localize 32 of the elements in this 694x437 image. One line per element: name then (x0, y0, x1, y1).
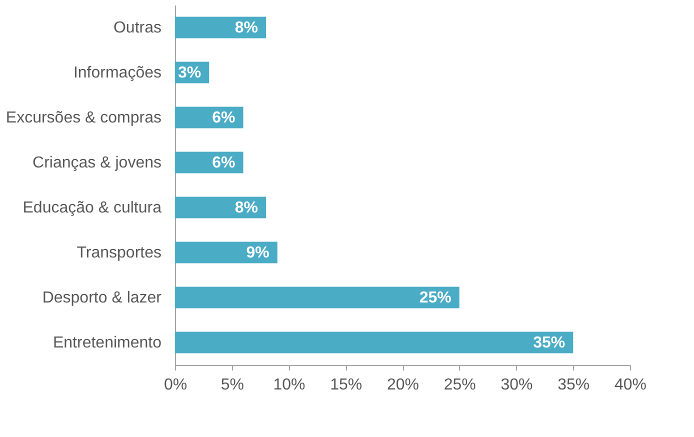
data-label: 35% (533, 334, 566, 352)
data-label: 8% (234, 200, 258, 216)
x-tick-label: 5% (220, 376, 244, 394)
bar (175, 106, 244, 128)
x-tick-label: 15% (330, 376, 362, 394)
y-tick-label: Educação & cultura (22, 200, 162, 216)
y-tick-label: Desporto & lazer (42, 290, 162, 306)
y-tick-label: Crianças & jovens (32, 154, 162, 172)
y-tick-label: Outras (113, 20, 162, 36)
bar (175, 196, 266, 218)
bar (175, 16, 266, 38)
x-tick-label: 35% (558, 376, 590, 394)
x-tick-label: 40% (614, 376, 647, 394)
bar (175, 152, 244, 174)
x-tick-label: 0% (164, 376, 188, 394)
x-tick-label: 20% (386, 376, 420, 394)
y-tick-label: Informações (73, 64, 162, 82)
x-tick-label: 30% (500, 376, 533, 394)
data-label: 25% (419, 290, 452, 306)
bar (175, 286, 460, 308)
x-tick-label: 25% (444, 376, 476, 394)
y-tick-label: Transportes (76, 244, 162, 262)
data-label: 6% (212, 154, 236, 172)
y-tick-label: Entretenimento (52, 334, 162, 352)
y-tick-label: Excursões & compras (6, 110, 162, 126)
bar (175, 332, 574, 354)
data-label: 8% (234, 20, 258, 36)
data-label: 3% (178, 64, 202, 82)
bar (175, 242, 278, 264)
x-tick-label: 10% (273, 376, 306, 394)
data-label: 9% (246, 244, 270, 262)
data-label: 6% (212, 110, 236, 126)
